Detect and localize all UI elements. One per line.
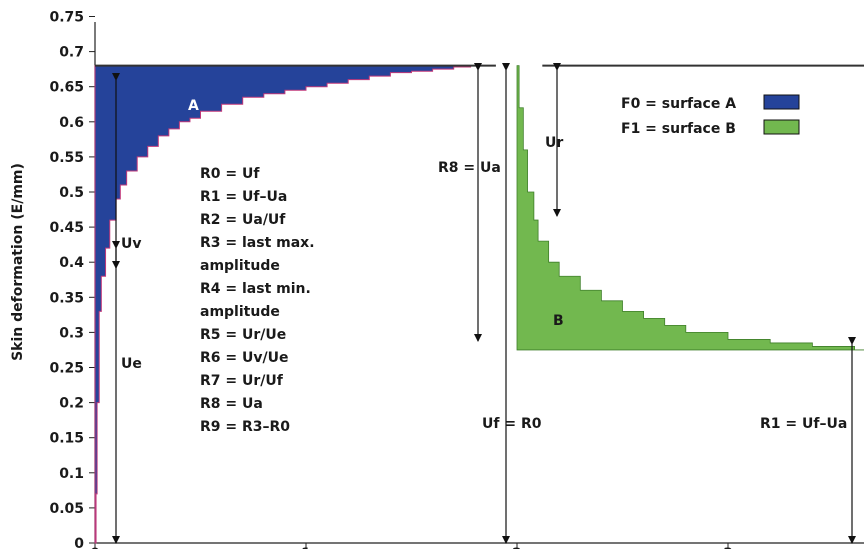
x-tick-label: 1 (301, 546, 311, 549)
y-tick-label: 0 (74, 536, 84, 549)
parameter-item: amplitude (200, 258, 280, 274)
parameter-item: R1 = Uf–Ua (200, 189, 287, 205)
parameter-item: R7 = Ur/Uf (200, 373, 284, 389)
y-tick-label: 0.65 (49, 80, 84, 96)
parameter-item: R9 = R3–R0 (200, 419, 290, 435)
y-tick-label: 0.1 (59, 466, 84, 482)
y-tick-label: 0.4 (59, 255, 84, 271)
uv-label: Uv (121, 236, 142, 252)
parameter-item: amplitude (200, 304, 280, 320)
y-tick-label: 0.6 (59, 115, 84, 131)
y-tick-label: 0.7 (59, 45, 84, 61)
ur-label: Ur (545, 135, 563, 151)
surface-b-area (516, 65, 864, 351)
x-tick-group: 0 1 2 3 (90, 543, 733, 549)
y-tick-label: 0.05 (49, 501, 84, 517)
y-tick-label: 0.15 (49, 431, 84, 447)
y-tick-label: 0.25 (49, 361, 84, 377)
uf-label: Uf = R0 (482, 416, 542, 432)
parameter-list: R0 = Uf R1 = Uf–Ua R2 = Ua/Uf R3 = last max… (200, 166, 315, 435)
parameter-item: R5 = Ur/Ue (200, 327, 286, 343)
area-a-label: A (188, 98, 199, 114)
area-b-label: B (553, 313, 564, 329)
y-tick-label: 0.3 (59, 325, 84, 341)
r1-label: R1 = Uf–Ua (760, 416, 847, 432)
y-tick-label: 0.35 (49, 290, 84, 306)
ue-label: Ue (121, 356, 142, 372)
surface-a-area (94, 65, 472, 544)
x-tick-label: 3 (723, 546, 733, 549)
x-tick-label: 0 (90, 546, 100, 549)
parameter-item: R8 = Ua (200, 396, 263, 412)
y-tick-label: 0.55 (49, 150, 84, 166)
parameter-item: R6 = Uv/Ue (200, 350, 288, 366)
parameter-item: R4 = last min. (200, 281, 311, 297)
parameter-item: R0 = Uf (200, 166, 260, 182)
legend-label-a: F0 = surface A (621, 96, 736, 112)
legend-label-b: F1 = surface B (621, 121, 736, 137)
parameter-item: R2 = Ua/Uf (200, 212, 286, 228)
y-tick-label: 0.75 (49, 10, 84, 26)
y-tick-label: 0.2 (59, 396, 84, 412)
legend-swatch-b (763, 119, 800, 135)
legend: F0 = surface A F1 = surface B (621, 94, 800, 137)
y-axis-label: Skin deformation (E/mm) (10, 163, 26, 361)
y-tick-group: 0 0.05 0.1 0.15 0.2 0.25 0.3 0.35 0.4 0.45 0.5 0.55… (49, 10, 95, 549)
y-tick-label: 0.5 (59, 185, 84, 201)
r8-label: R8 = Ua (438, 160, 501, 176)
y-tick-label: 0.45 (49, 220, 84, 236)
legend-swatch-a (763, 94, 800, 110)
x-tick-label: 2 (512, 546, 522, 549)
parameter-item: R3 = last max. (200, 235, 315, 251)
